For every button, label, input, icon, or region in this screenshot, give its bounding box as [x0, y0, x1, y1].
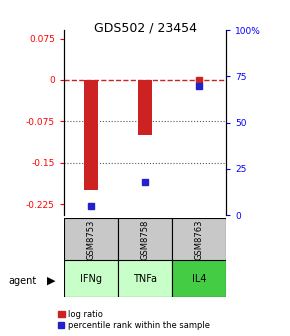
Text: agent: agent [9, 276, 37, 286]
Text: TNFa: TNFa [133, 274, 157, 284]
Bar [172, 218, 226, 260]
Text: IFNg: IFNg [80, 274, 102, 284]
Bar [84, 80, 98, 190]
Text: ▶: ▶ [46, 276, 55, 286]
Text: GSM8763: GSM8763 [195, 219, 204, 260]
Bar [64, 260, 118, 297]
Legend: log ratio, percentile rank within the sample: log ratio, percentile rank within the sa… [56, 308, 212, 332]
Bar [138, 80, 152, 135]
Bar [64, 218, 118, 260]
Bar [172, 260, 226, 297]
Bar [118, 260, 172, 297]
Text: GSM8758: GSM8758 [140, 219, 150, 260]
Text: GDS502 / 23454: GDS502 / 23454 [93, 22, 197, 35]
Text: IL4: IL4 [192, 274, 206, 284]
Text: GSM8753: GSM8753 [86, 219, 95, 260]
Bar [118, 218, 172, 260]
